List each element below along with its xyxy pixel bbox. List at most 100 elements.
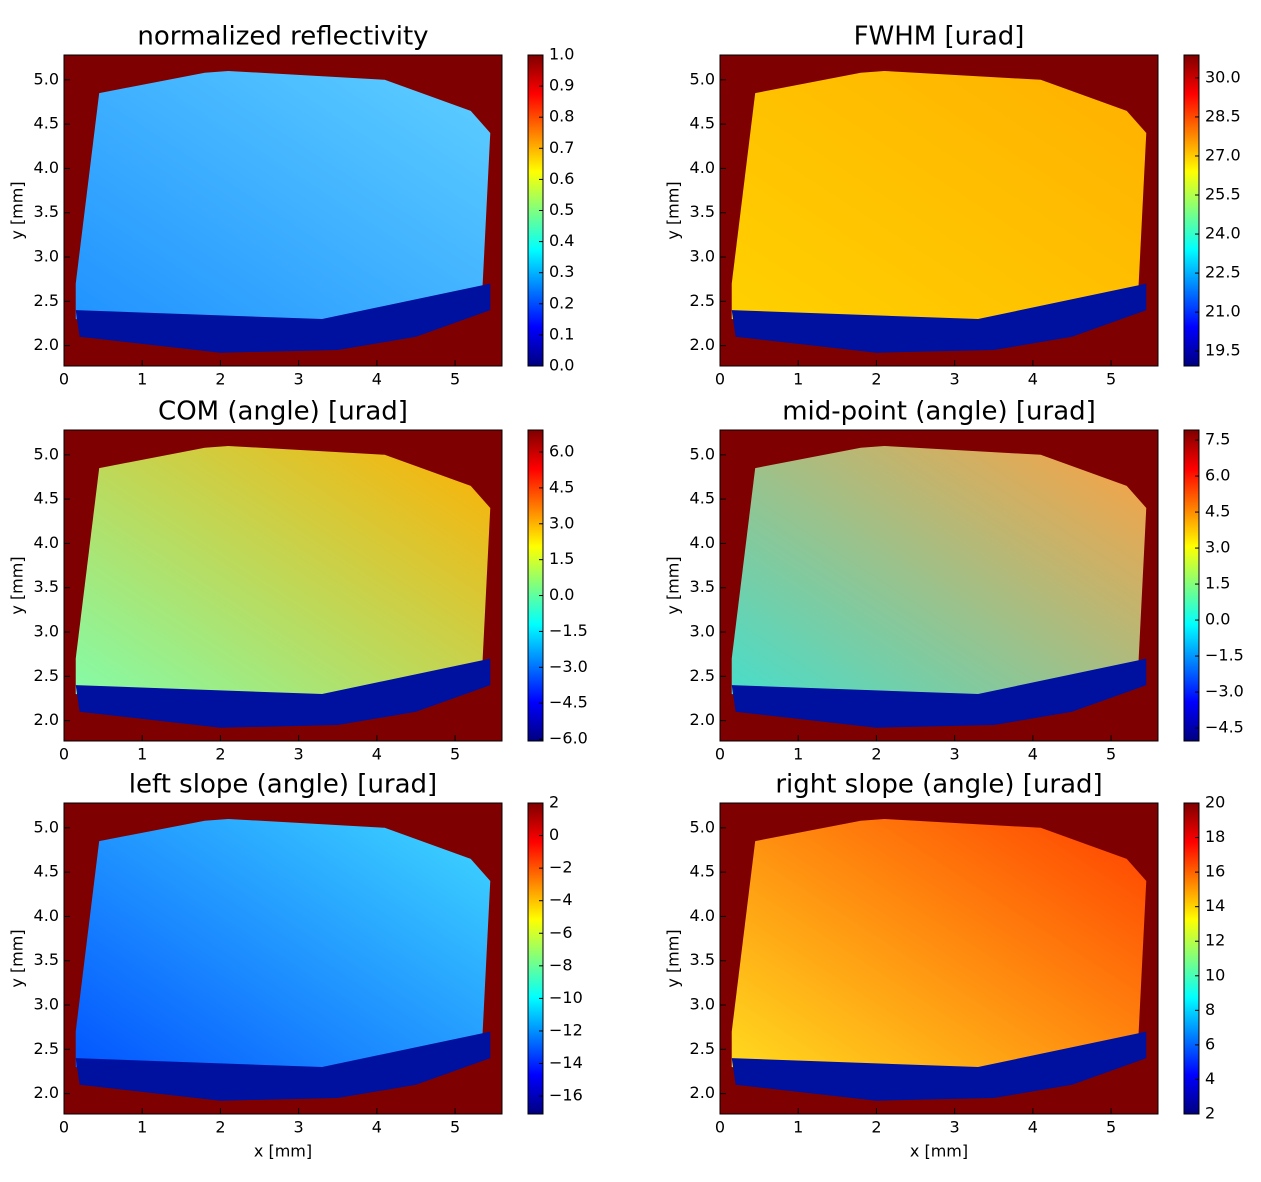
y-tick-label: 2.0: [690, 710, 715, 729]
x-tick-label: 2: [871, 1118, 881, 1137]
edge-band: [731, 1031, 1147, 1101]
y-tick-label: 3.0: [690, 622, 715, 641]
chart-title: COM (angle) [urad]: [158, 397, 408, 427]
colorbar-tick-label: −1.5: [549, 621, 588, 640]
y-tick-label: 3.5: [34, 202, 59, 221]
y-tick-label: 3.5: [34, 950, 59, 969]
y-tick-label: 4.0: [34, 158, 59, 177]
y-tick-label: 4.5: [690, 862, 715, 881]
colorbar-tick-label: 28.5: [1205, 106, 1241, 125]
colorbar-tick-label: −4: [549, 890, 573, 909]
y-tick-label: 4.0: [690, 906, 715, 925]
chart-title: right slope (angle) [urad]: [775, 770, 1102, 800]
y-tick-label: 2.5: [34, 1039, 59, 1058]
mirror-region: [75, 70, 491, 342]
x-tick-label: 2: [215, 745, 225, 764]
axes-frame: [63, 802, 503, 1115]
y-tick-label: 2.5: [690, 1039, 715, 1058]
x-tick-label: 5: [1106, 1118, 1116, 1137]
colorbar-tick-label: 25.5: [1205, 185, 1241, 204]
colorbar-tick-label: 0.1: [549, 324, 574, 343]
panel: normalized reflectivity 0 1 2 3 4 5 2.0 2.5 3.0 3.…: [8, 22, 575, 389]
y-tick-label: 5.0: [34, 817, 59, 836]
y-tick-label: 4.5: [690, 489, 715, 508]
colorbar-tick-label: 0.3: [549, 262, 574, 281]
y-tick-label: 3.0: [34, 247, 59, 266]
mirror-region: [75, 445, 491, 717]
x-tick-label: 0: [715, 1118, 725, 1137]
colorbar-tick-label: 6.0: [549, 442, 574, 461]
panel: right slope (angle) [urad]0 1 2 3 4 52.02.53.…: [664, 770, 1226, 1161]
edge-band: [75, 658, 491, 728]
y-tick-label: 3.5: [690, 577, 715, 596]
y-tick-label: 4.0: [690, 158, 715, 177]
chart-title: left slope (angle) [urad]: [129, 770, 437, 800]
colorbar-tick-label: 4: [1205, 1069, 1215, 1088]
x-tick-label: 1: [137, 1118, 147, 1137]
y-tick-label: 5.0: [690, 817, 715, 836]
y-tick-label: 4.0: [690, 533, 715, 552]
colorbar-tick-label: −8: [549, 955, 573, 974]
colorbar-tick-label: 0: [549, 825, 559, 844]
axes-frame: [63, 54, 503, 367]
edge-band: [731, 283, 1147, 353]
colorbar-tick-label: 8: [1205, 1000, 1215, 1019]
axes-frame: [719, 54, 1159, 367]
x-tick-label: 3: [950, 370, 960, 389]
colorbar-tick-label: −4.5: [1205, 718, 1244, 737]
y-axis-label: y [mm]: [8, 181, 27, 239]
x-tick-label: 3: [294, 1118, 304, 1137]
colorbar-tick-label: 20: [1205, 793, 1225, 812]
x-tick-label: 5: [1106, 370, 1116, 389]
y-axis-label: y [mm]: [664, 181, 683, 239]
colorbar-tick-label: 18: [1205, 827, 1225, 846]
x-tick-label: 2: [215, 370, 225, 389]
x-tick-label: 0: [59, 745, 69, 764]
x-tick-label: 5: [450, 745, 460, 764]
x-tick-label: 2: [871, 370, 881, 389]
x-tick-label: 3: [950, 1118, 960, 1137]
colorbar: [1183, 429, 1200, 742]
colorbar-tick-label: −14: [549, 1053, 583, 1072]
colorbar-tick-label: 1.5: [549, 549, 574, 568]
chart-title: FWHM [urad]: [854, 22, 1025, 52]
x-tick-label: 5: [1106, 745, 1116, 764]
x-tick-label: 2: [215, 1118, 225, 1137]
axes-frame: [719, 802, 1159, 1115]
colorbar-tick-label: 3.0: [1205, 538, 1230, 557]
y-tick-label: 2.5: [690, 291, 715, 310]
x-tick-label: 1: [793, 1118, 803, 1137]
x-tick-label: 4: [372, 745, 382, 764]
y-tick-label: 5.0: [690, 444, 715, 463]
colorbar-tick-label: 2: [549, 793, 559, 812]
y-tick-label: 2.0: [34, 1083, 59, 1102]
colorbar-tick-label: 0.4: [549, 231, 574, 250]
edge-band: [75, 1031, 491, 1101]
colorbar-tick-label: 3.0: [549, 513, 574, 532]
y-tick-label: 3.0: [34, 995, 59, 1014]
y-tick-label: 5.0: [690, 69, 715, 88]
colorbar-tick-label: 27.0: [1205, 145, 1241, 164]
mirror-region: [731, 818, 1147, 1090]
y-axis-label: y [mm]: [8, 556, 27, 614]
x-tick-label: 1: [793, 370, 803, 389]
axes-frame: [719, 429, 1159, 742]
colorbar-tick-label: 0.8: [549, 107, 574, 126]
y-tick-label: 4.5: [34, 489, 59, 508]
colorbar-tick-label: 12: [1205, 931, 1225, 950]
colorbar-tick-label: −10: [549, 988, 583, 1007]
x-tick-label: 0: [715, 745, 725, 764]
colorbar-tick-label: 21.0: [1205, 302, 1241, 321]
colorbar-tick-label: −4.5: [549, 693, 588, 712]
chart-title: normalized reflectivity: [137, 22, 428, 52]
y-axis-label: y [mm]: [664, 556, 683, 614]
x-tick-label: 2: [871, 745, 881, 764]
colorbar-tick-label: −16: [549, 1086, 583, 1105]
colorbar-tick-label: −6.0: [549, 729, 588, 748]
colorbar-tick-label: 1.5: [1205, 574, 1230, 593]
x-tick-label: 4: [1028, 745, 1038, 764]
axes-frame: [63, 429, 503, 742]
y-tick-label: 2.0: [34, 710, 59, 729]
y-tick-label: 3.5: [690, 202, 715, 221]
